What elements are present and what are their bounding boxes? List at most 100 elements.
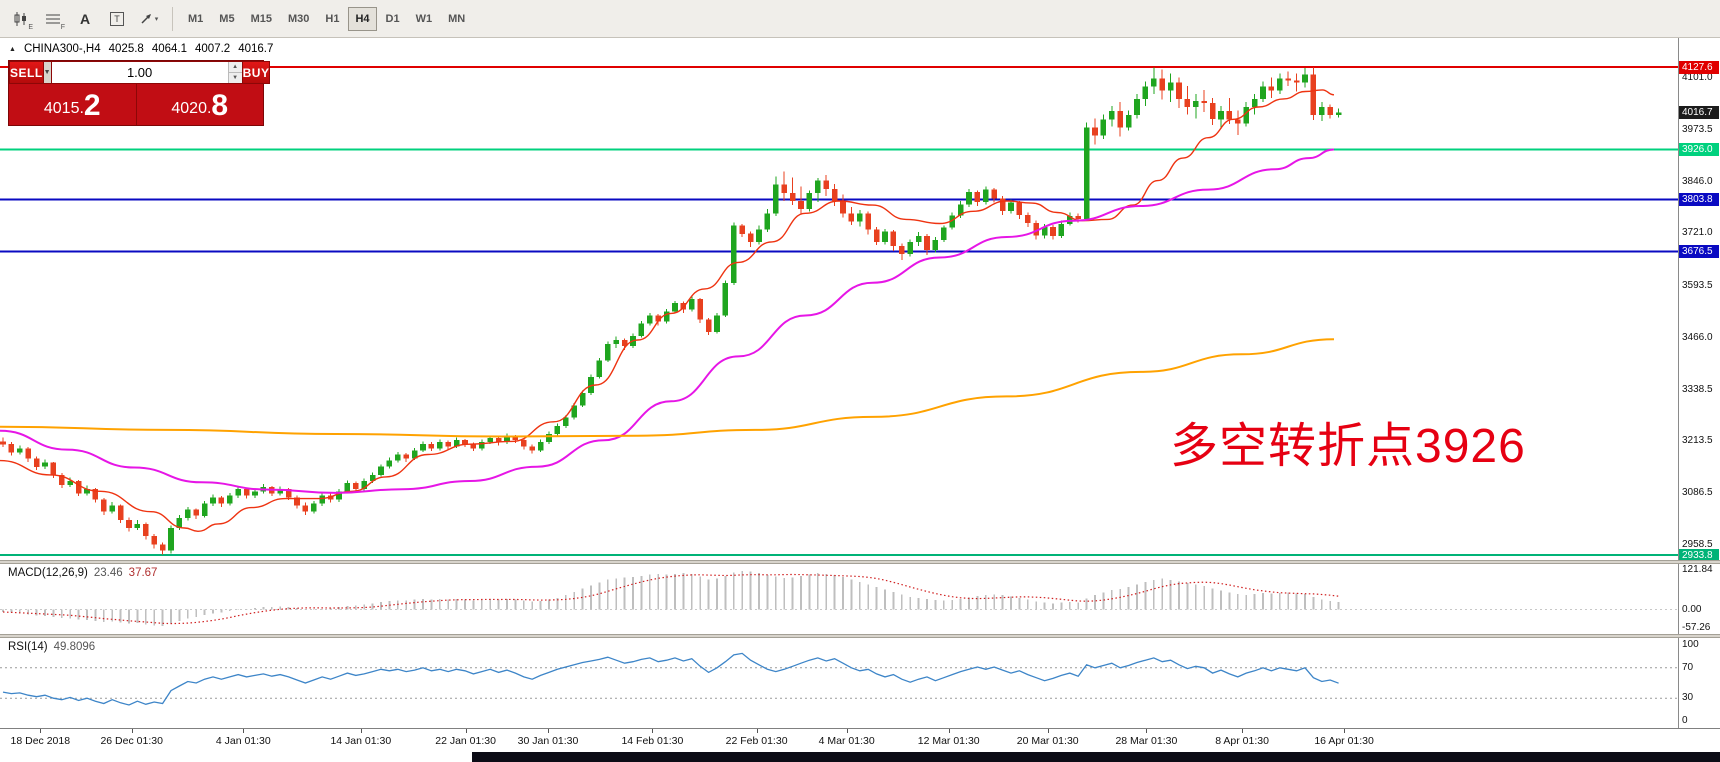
price-tick-label: 3086.5: [1682, 486, 1713, 498]
time-label: 14 Feb 01:30: [621, 735, 684, 747]
macd-panel-splitter[interactable]: [0, 560, 1720, 564]
time-tick: [1242, 729, 1244, 733]
rsi-name: RSI(14): [8, 641, 48, 653]
price-tick-label: 2958.5: [1682, 539, 1713, 550]
price-chart-canvas[interactable]: [0, 38, 1678, 560]
collapse-panel-icon[interactable]: ▲: [9, 45, 16, 53]
rsi-axis[interactable]: 100 70 30 0: [1679, 638, 1720, 728]
rsi-tick-label: 30: [1682, 692, 1694, 704]
timeframe-m30[interactable]: M30: [287, 12, 310, 25]
macd-name: MACD(12,26,9): [8, 567, 88, 579]
price-level-badge: 3676.5: [1679, 245, 1719, 258]
font-tool-icon[interactable]: A: [79, 10, 91, 27]
macd-tick-label: -57.26: [1682, 622, 1711, 633]
price-tick-label: 3466.0: [1682, 331, 1713, 343]
timeframe-h1[interactable]: H1: [325, 12, 340, 25]
price-tick-label: 3973.5: [1682, 124, 1713, 136]
macd-tick-label: 121.84: [1682, 564, 1713, 575]
draw-tools-icon[interactable]: ▾: [134, 5, 164, 33]
sell-price-display[interactable]: 4015. 2: [9, 84, 136, 125]
time-tick: [652, 729, 654, 733]
volume-decrease-button[interactable]: ▼: [228, 73, 242, 83]
rsi-tick-label: 100: [1682, 639, 1699, 650]
chart-annotation-text: 多空转折点3926: [1170, 420, 1526, 473]
price-level-badge: 3926.0: [1679, 143, 1719, 156]
buy-price-display[interactable]: 4020. 8: [135, 84, 263, 125]
ohlc-open: 4025.8: [108, 43, 144, 55]
macd-label: MACD(12,26,9) 23.46 37.67: [8, 567, 157, 579]
bottom-strip: [0, 752, 1720, 762]
indicator-list-icon[interactable]: F: [46, 14, 65, 31]
price-level-badge: 4127.6: [1679, 60, 1719, 74]
time-tick: [131, 729, 133, 733]
trade-panel-prices: 4015. 2 4020. 8: [9, 84, 263, 125]
time-label: 30 Jan 01:30: [517, 735, 579, 747]
time-label: 28 Mar 01:30: [1115, 735, 1178, 747]
timeframe-d1[interactable]: D1: [385, 12, 400, 25]
sell-button[interactable]: SELL: [9, 61, 44, 84]
time-label: 4 Mar 01:30: [818, 735, 875, 747]
ohlc-low: 4007.2: [195, 43, 231, 55]
buy-price-pip: 8: [211, 89, 229, 122]
macd-main-value: 23.46: [93, 567, 123, 579]
time-tick: [1047, 729, 1049, 733]
price-level-badge: 3803.8: [1679, 193, 1719, 206]
price-tick-label: 4101.0: [1682, 72, 1713, 83]
timeframe-m15[interactable]: M15: [250, 12, 272, 25]
rsi-value: 49.8096: [53, 641, 96, 653]
buy-button[interactable]: BUY: [241, 61, 271, 84]
time-label: 18 Dec 2018: [10, 735, 71, 747]
volume-increase-button[interactable]: ▲: [228, 62, 242, 73]
time-label: 4 Jan 01:30: [215, 735, 271, 747]
price-tick-label: 3721.0: [1682, 227, 1713, 239]
order-type-dropdown-icon[interactable]: ▼: [43, 61, 52, 84]
volume-input[interactable]: [51, 62, 228, 83]
time-tick: [360, 729, 362, 733]
volume-stepper: ▲ ▼: [227, 62, 242, 83]
price-tick-label: 3213.5: [1682, 434, 1713, 446]
trade-panel-controls: SELL ▼ ▲ ▼ BUY: [9, 61, 271, 84]
time-tick: [846, 729, 848, 733]
time-tick: [1146, 729, 1148, 733]
toolbar: E F A T ▾ M1 M5 M15 M30 H1 H4 D1 W1 MN: [0, 0, 1720, 38]
one-click-trade-panel: SELL ▼ ▲ ▼ BUY 4015.2 4020.8: [8, 60, 271, 126]
time-tick: [243, 729, 245, 733]
timeframe-m5[interactable]: M5: [219, 12, 235, 25]
time-label: 12 Mar 01:30: [917, 735, 980, 747]
rsi-tick-label: 70: [1682, 661, 1694, 673]
candlestick-chart-icon[interactable]: E: [6, 5, 36, 33]
rsi-panel-splitter[interactable]: [0, 634, 1720, 638]
sell-price-main: 4015.: [43, 100, 84, 117]
rsi-chart-canvas[interactable]: [0, 638, 1678, 728]
price-axis[interactable]: 4101.0 3973.5 3846.0 3721.0 3593.5 3466.0 3338…: [1679, 38, 1720, 562]
time-label: 20 Mar 01:30: [1016, 735, 1079, 747]
macd-signal-value: 37.67: [128, 567, 158, 579]
price-level-badge: 2933.8: [1679, 548, 1719, 562]
ohlc-close: 4016.7: [238, 43, 274, 55]
timeframe-w1[interactable]: W1: [415, 12, 433, 25]
time-tick: [948, 729, 950, 733]
time-label: 26 Dec 01:30: [100, 735, 163, 747]
chart-ohlc-header: ▲ CHINA300-,H4 4025.8 4064.1 4007.2 4016…: [9, 43, 273, 55]
time-label: 8 Apr 01:30: [1215, 735, 1269, 747]
sell-price-pip: 2: [83, 89, 101, 122]
chart-tools-group: E F A T ▾: [6, 5, 164, 33]
macd-chart-canvas[interactable]: [0, 564, 1678, 634]
time-label: 22 Feb 01:30: [725, 735, 788, 747]
time-tick: [548, 729, 549, 733]
axis-border: [1678, 38, 1679, 728]
macd-axis[interactable]: 121.84 0.00 -57.26: [1679, 564, 1720, 634]
text-label-tool-icon[interactable]: T: [102, 5, 132, 33]
timeframe-m1[interactable]: M1: [188, 12, 204, 25]
timeframe-h4[interactable]: H4: [348, 6, 377, 31]
timeframe-group: M1 M5 M15 M30 H1 H4 D1 W1 MN: [181, 6, 472, 31]
time-tick: [1344, 729, 1346, 733]
time-label: 14 Jan 01:30: [330, 735, 392, 747]
ohlc-high: 4064.1: [151, 43, 188, 55]
time-label: 16 Apr 01:30: [1314, 735, 1374, 747]
price-tick-label: 3338.5: [1682, 383, 1713, 395]
time-tick: [40, 729, 42, 733]
time-axis[interactable]: 18 Dec 2018 26 Dec 01:30 4 Jan 01:30 14 Jan…: [0, 728, 1720, 752]
timeframe-mn[interactable]: MN: [448, 12, 466, 25]
